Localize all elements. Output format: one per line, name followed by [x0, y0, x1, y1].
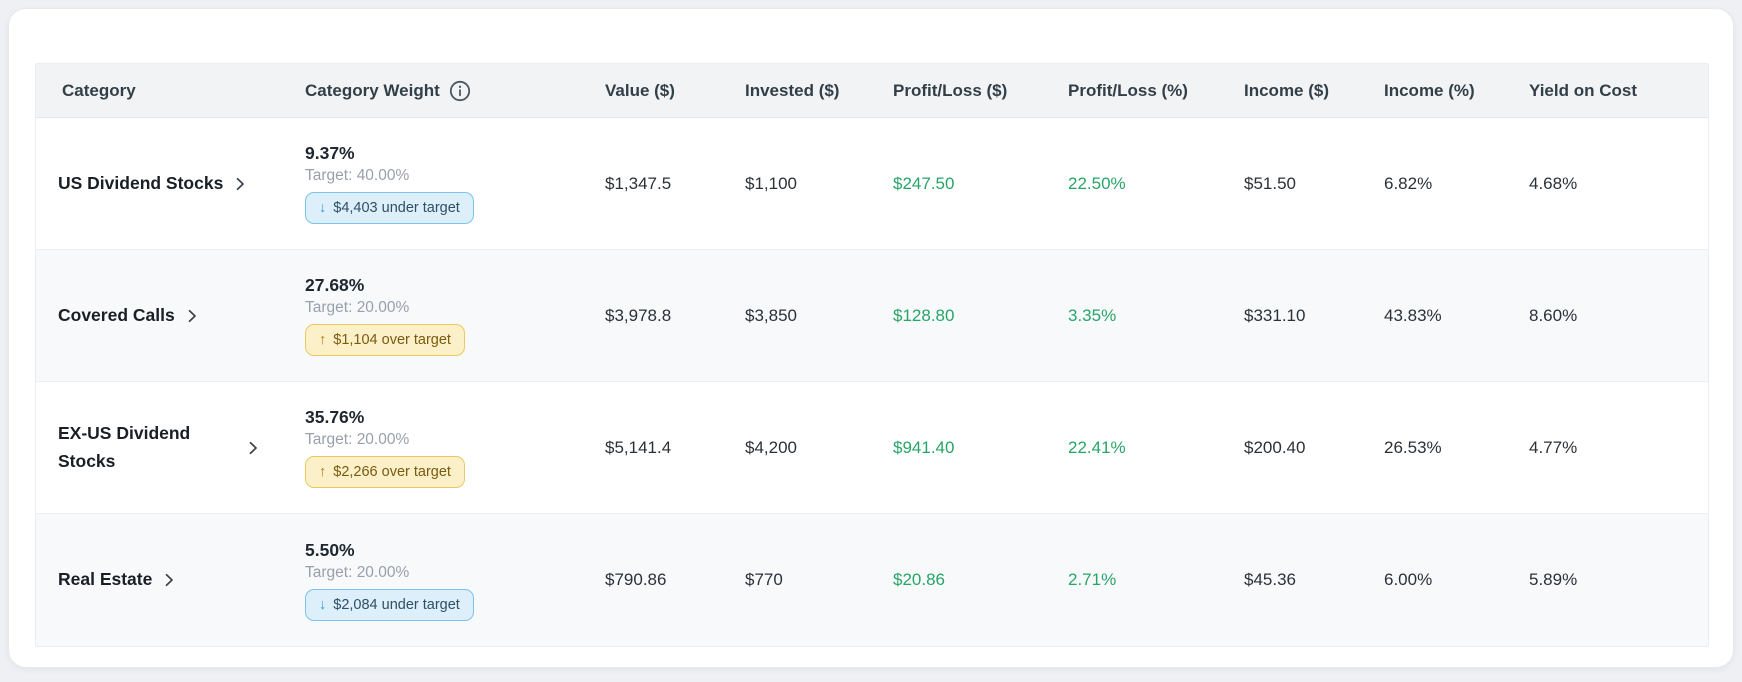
column-header-invested: Invested ($): [741, 81, 889, 101]
target-label: Target: 20.00%: [305, 431, 410, 448]
profit-loss-usd-cell: $941.40: [893, 437, 955, 457]
value-cell: $1,347.5: [605, 173, 672, 193]
yield-on-cost-cell: 4.77%: [1529, 437, 1578, 457]
profit-loss-usd-cell: $20.86: [893, 570, 945, 589]
column-header-label: Category Weight: [305, 80, 440, 100]
badge-text: $2,266 over target: [333, 464, 451, 480]
profit-loss-pct-cell: 22.41%: [1068, 437, 1126, 457]
profit-loss-usd-cell: $247.50: [893, 173, 955, 193]
badge-arrow-icon: ↓: [319, 596, 327, 613]
column-header-label: Invested ($): [745, 80, 840, 100]
invested-cell: $1,100: [745, 173, 797, 193]
column-header-income-usd: Income ($): [1240, 81, 1380, 101]
profit-loss-usd-cell: $128.80: [893, 305, 955, 325]
badge-arrow-icon: ↑: [319, 464, 327, 480]
invested-cell: $770: [745, 570, 783, 589]
weight-cell: 9.37% Target: 40.00% ↓ $4,403 under targ…: [301, 143, 601, 224]
chevron-right-icon: [233, 177, 247, 191]
badge-text: $4,403 under target: [333, 200, 460, 216]
table-header: Category Category Weight Value ($) Inves…: [36, 64, 1708, 118]
column-header-label: Profit/Loss (%): [1068, 80, 1188, 100]
invested-cell: $3,850: [745, 305, 797, 325]
profit-loss-pct-cell: 3.35%: [1068, 305, 1117, 325]
table-row: US Dividend Stocks 9.37% Target: 40.00% …: [36, 118, 1708, 250]
invested-cell: $4,200: [745, 437, 797, 457]
target-badge: ↓ $4,403 under target: [305, 192, 474, 224]
category-cell[interactable]: Covered Calls: [36, 302, 301, 329]
value-cell: $790.86: [605, 570, 667, 589]
category-name: Real Estate: [58, 569, 153, 590]
column-header-label: Profit/Loss ($): [893, 80, 1008, 100]
category-name: US Dividend Stocks: [58, 172, 224, 193]
column-header-label: Income ($): [1244, 80, 1330, 100]
weight-cell: 35.76% Target: 20.00% ↑ $2,266 over targ…: [301, 407, 601, 488]
table-row: Covered Calls 27.68% Target: 20.00% ↑ $1…: [36, 250, 1708, 382]
column-header-label: Yield on Cost: [1529, 80, 1637, 100]
categories-table: Category Category Weight Value ($) Inves…: [35, 63, 1709, 647]
yield-on-cost-cell: 4.68%: [1529, 173, 1578, 193]
column-header-value: Value ($): [601, 81, 741, 101]
income-pct-cell: 26.53%: [1384, 437, 1442, 457]
category-cell[interactable]: EX-US Dividend Stocks: [36, 420, 301, 474]
column-header-category-weight: Category Weight: [301, 79, 601, 102]
target-badge: ↓ $2,084 under target: [305, 588, 474, 621]
badge-text: $1,104 over target: [333, 332, 451, 348]
badge-arrow-icon: ↑: [319, 332, 327, 348]
income-pct-cell: 6.82%: [1384, 173, 1433, 193]
column-header-income-pct: Income (%): [1380, 81, 1525, 101]
table-row: Real Estate 5.50% Target: 20.00% ↓ $2,08…: [36, 514, 1708, 646]
info-icon[interactable]: [449, 80, 471, 102]
column-header-label: Category: [62, 80, 136, 100]
category-cell[interactable]: Real Estate: [36, 566, 301, 593]
weight-percent: 27.68%: [305, 275, 365, 295]
column-header-category: Category: [36, 81, 301, 101]
target-label: Target: 40.00%: [305, 167, 410, 184]
chevron-right-icon: [162, 573, 176, 587]
badge-text: $2,084 under target: [333, 596, 460, 613]
column-header-label: Value ($): [605, 80, 675, 100]
column-header-profit-loss-usd: Profit/Loss ($): [889, 81, 1064, 101]
target-label: Target: 20.00%: [305, 563, 410, 581]
target-badge: ↑ $1,104 over target: [305, 324, 465, 356]
yield-on-cost-cell: 8.60%: [1529, 305, 1578, 325]
chevron-right-icon: [246, 441, 260, 455]
income-usd-cell: $45.36: [1244, 570, 1296, 589]
column-header-yield-on-cost: Yield on Cost: [1525, 81, 1708, 101]
category-cell[interactable]: US Dividend Stocks: [36, 170, 301, 197]
value-cell: $5,141.4: [605, 437, 672, 457]
income-usd-cell: $51.50: [1244, 173, 1296, 193]
profit-loss-pct-cell: 22.50%: [1068, 173, 1126, 193]
column-header-profit-loss-pct: Profit/Loss (%): [1064, 81, 1240, 101]
weight-percent: 9.37%: [305, 143, 355, 163]
income-pct-cell: 43.83%: [1384, 305, 1442, 325]
table-row: EX-US Dividend Stocks 35.76% Target: 20.…: [36, 382, 1708, 514]
target-label: Target: 20.00%: [305, 299, 410, 316]
portfolio-card: Category Category Weight Value ($) Inves…: [8, 8, 1734, 668]
weight-cell: 5.50% Target: 20.00% ↓ $2,084 under targ…: [301, 540, 601, 621]
yield-on-cost-cell: 5.89%: [1529, 570, 1578, 589]
category-name: EX-US Dividend Stocks: [58, 423, 191, 471]
weight-cell: 27.68% Target: 20.00% ↑ $1,104 over targ…: [301, 275, 601, 356]
value-cell: $3,978.8: [605, 305, 672, 325]
target-badge: ↑ $2,266 over target: [305, 456, 465, 488]
weight-percent: 5.50%: [305, 539, 355, 560]
badge-arrow-icon: ↓: [319, 200, 327, 216]
income-usd-cell: $331.10: [1244, 305, 1306, 325]
category-name: Covered Calls: [58, 304, 175, 325]
income-pct-cell: 6.00%: [1384, 570, 1433, 589]
income-usd-cell: $200.40: [1244, 437, 1306, 457]
column-header-label: Income (%): [1384, 80, 1475, 100]
chevron-right-icon: [185, 309, 199, 323]
profit-loss-pct-cell: 2.71%: [1068, 570, 1117, 589]
table-body: US Dividend Stocks 9.37% Target: 40.00% …: [36, 118, 1708, 646]
weight-percent: 35.76%: [305, 407, 365, 427]
